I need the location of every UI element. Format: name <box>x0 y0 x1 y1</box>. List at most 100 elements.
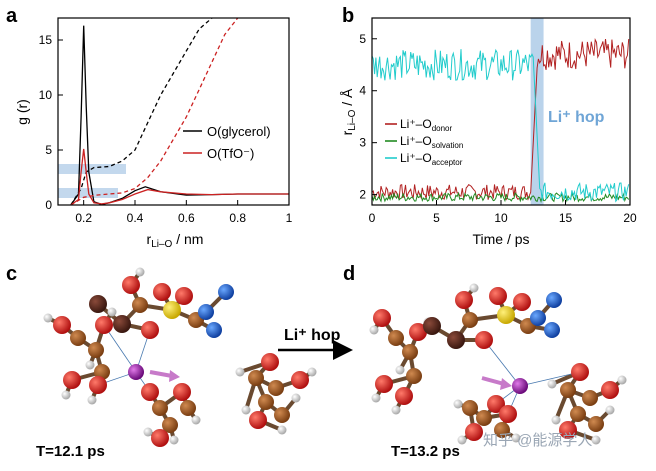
atom-o <box>175 287 193 305</box>
rdf-curves <box>70 17 289 206</box>
atom-h <box>241 405 251 415</box>
a-xtick-label: 1 <box>286 211 293 225</box>
atom-h <box>61 390 71 400</box>
trace-donor <box>371 38 630 201</box>
legend-solvation: Li⁺–Osolvation <box>400 134 463 150</box>
legend-donor: Li⁺–Odonor <box>400 117 452 133</box>
a-xtick-label: 0.2 <box>75 211 92 225</box>
b-xtick-label: 20 <box>623 211 637 225</box>
rdf-series-3 <box>70 17 239 206</box>
panel-b-xlabel: Time / ps <box>472 231 529 247</box>
atom-h <box>307 367 317 377</box>
atom-o <box>375 375 393 393</box>
atom-o <box>153 283 171 301</box>
atom-h <box>169 435 179 445</box>
atom-o <box>63 371 81 389</box>
atom-h <box>551 415 561 425</box>
molecular-structure-c <box>43 267 317 447</box>
atom-h <box>371 393 381 403</box>
atom-c <box>494 422 510 438</box>
atom-o <box>249 411 267 429</box>
atom-c <box>70 330 86 346</box>
atom-o <box>571 363 589 381</box>
atom-c <box>582 390 598 406</box>
atom-o <box>475 331 493 349</box>
panel-d-snapshot: d T=13.2 ps <box>343 263 627 460</box>
atom-h <box>617 375 627 385</box>
atom-o <box>173 383 191 401</box>
hop-window-highlight <box>530 18 544 205</box>
atom-c <box>248 370 264 386</box>
atom-o <box>141 383 159 401</box>
atom-h <box>469 283 479 293</box>
highlight-band-lower <box>58 188 118 198</box>
atom-c <box>268 380 284 396</box>
atom-c <box>406 368 422 384</box>
rdf-series-2 <box>70 148 289 206</box>
atom-c <box>476 410 492 426</box>
a-xtick-label: 0.4 <box>127 211 144 225</box>
atom-c <box>162 417 178 433</box>
atom-o <box>601 381 619 399</box>
atom-h <box>391 405 401 415</box>
atom-c <box>588 416 604 432</box>
atom-n <box>198 304 214 320</box>
atom-o <box>151 429 169 447</box>
atom-h <box>107 307 117 317</box>
atom-h <box>395 365 405 375</box>
atom-h <box>453 399 463 409</box>
atom-n <box>218 284 234 300</box>
li-move-arrowhead <box>500 378 512 390</box>
panel-b-ylabel: rLi–O / Å <box>339 88 358 135</box>
atom-c <box>402 344 418 360</box>
atom-c <box>560 382 576 398</box>
atom-o <box>122 276 140 294</box>
atom-h <box>135 267 145 277</box>
a-xtick-label: 0.6 <box>178 211 195 225</box>
atom-n <box>206 322 222 338</box>
atom-h <box>605 405 615 415</box>
atom-o <box>499 405 517 423</box>
atom-h <box>291 393 301 403</box>
trace-solvation <box>371 191 630 204</box>
panel-b-letter: b <box>342 5 354 27</box>
panel-c-snapshot: c T=12.1 ps <box>6 263 317 460</box>
panel-a-legend: O(glycerol) O(TfO⁻) <box>183 124 271 161</box>
b-xtick-label: 0 <box>369 211 376 225</box>
atom-o <box>291 371 309 389</box>
atom-s <box>163 301 181 319</box>
hop-transition-arrow: Li⁺ hop <box>278 327 353 360</box>
atom-n <box>544 322 560 338</box>
panel-a-ylabel: g (r) <box>14 99 30 125</box>
atom-c <box>180 400 196 416</box>
b-xtick-label: 10 <box>494 211 508 225</box>
atom-s <box>497 306 515 324</box>
atom-h <box>457 435 467 445</box>
panel-b-legend: Li⁺–Odonor Li⁺–Osolvation Li⁺–Oacceptor <box>385 117 463 167</box>
watermark: 知乎 @能源学人 <box>483 432 592 449</box>
b-ytick-label: 5 <box>359 32 366 46</box>
atom-o <box>95 316 113 334</box>
atom-c <box>88 342 104 358</box>
panel-a-letter: a <box>6 5 18 27</box>
atom-h <box>591 435 601 445</box>
a-ytick-label: 0 <box>45 198 52 212</box>
atom-c <box>388 330 404 346</box>
li-move-arrow <box>149 370 173 378</box>
arrow-label: Li⁺ hop <box>284 327 341 344</box>
atom-o <box>489 287 507 305</box>
atom-h <box>85 360 95 370</box>
atom-h <box>547 379 557 389</box>
atom-o <box>559 421 577 439</box>
atom-n <box>530 310 546 326</box>
trace-acceptor <box>371 48 630 203</box>
atom-h <box>87 395 97 405</box>
panel-d-time: T=13.2 ps <box>391 443 460 460</box>
atom-li <box>128 364 144 380</box>
atom-o <box>465 423 483 441</box>
atom-o <box>409 323 427 341</box>
a-ytick-label: 5 <box>45 143 52 157</box>
panel-c-time: T=12.1 ps <box>36 443 105 460</box>
